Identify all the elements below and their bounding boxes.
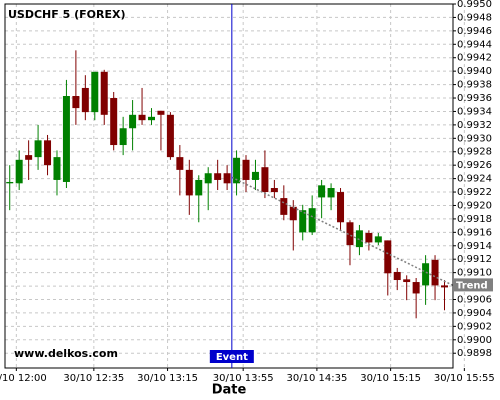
candle-body bbox=[384, 240, 392, 274]
candle-body bbox=[289, 206, 297, 221]
candle-body bbox=[25, 155, 33, 160]
candle-body bbox=[185, 169, 193, 196]
candle-body bbox=[365, 233, 373, 243]
x-tick-label: 30/10 15:15 bbox=[360, 373, 421, 384]
y-tick-label: 0.9930 bbox=[457, 133, 492, 144]
candle-body bbox=[53, 157, 61, 180]
y-tick-label: 0.9918 bbox=[457, 214, 492, 225]
y-tick-label: 0.9944 bbox=[457, 39, 492, 50]
y-tick-label: 0.9912 bbox=[457, 254, 492, 265]
candle-body bbox=[195, 179, 203, 196]
x-axis-label: Date bbox=[212, 383, 247, 398]
y-tick-label: 0.9934 bbox=[457, 106, 492, 117]
candle-body bbox=[44, 140, 52, 166]
y-tick-label: 0.9948 bbox=[457, 12, 492, 23]
candle-body bbox=[299, 210, 307, 233]
candle-body bbox=[129, 114, 137, 129]
candle-body bbox=[100, 71, 108, 115]
y-tick-label: 0.9950 bbox=[457, 0, 492, 10]
y-tick-label: 0.9906 bbox=[457, 294, 492, 305]
trend-label: Trend bbox=[456, 280, 488, 291]
x-tick-label: 30/10 14:35 bbox=[286, 373, 347, 384]
x-tick-label: 30/10 12:35 bbox=[63, 373, 124, 384]
candle-body bbox=[393, 271, 401, 281]
chart-title: USDCHF 5 (FOREX) bbox=[8, 8, 125, 21]
candle-body bbox=[214, 173, 222, 180]
watermark: www.delkos.com bbox=[14, 347, 118, 360]
candle-body bbox=[204, 173, 212, 184]
candle-body bbox=[62, 96, 70, 182]
candle-body bbox=[327, 188, 335, 198]
y-tick-label: 0.9936 bbox=[457, 93, 492, 104]
candle-body bbox=[157, 110, 165, 115]
candle-body bbox=[440, 285, 448, 288]
candle-body bbox=[251, 171, 259, 180]
y-tick-label: 0.9904 bbox=[457, 308, 492, 319]
y-tick-label: 0.9910 bbox=[457, 268, 492, 279]
plot-border bbox=[4, 3, 454, 369]
y-tick-label: 0.9914 bbox=[457, 241, 492, 252]
candle-body bbox=[308, 208, 316, 233]
y-tick-label: 0.9932 bbox=[457, 120, 492, 131]
event-label-box bbox=[209, 350, 254, 363]
y-tick-label: 0.9900 bbox=[457, 335, 492, 346]
y-tick-label: 0.9926 bbox=[457, 160, 492, 171]
y-tick-label: 0.9898 bbox=[457, 348, 492, 359]
candle-body bbox=[270, 188, 278, 193]
candle-body bbox=[355, 230, 363, 248]
candle-body bbox=[138, 114, 146, 121]
y-tick-label: 0.9928 bbox=[457, 147, 492, 158]
x-tick-label: 30/10 13:55 bbox=[213, 373, 274, 384]
candle-body bbox=[81, 87, 89, 113]
y-tick-label: 0.9938 bbox=[457, 80, 492, 91]
candle-body bbox=[91, 71, 99, 113]
trend-line bbox=[231, 176, 453, 287]
candle-body bbox=[147, 116, 155, 121]
candle-body bbox=[346, 222, 354, 246]
x-tick-label: 30/10 13:15 bbox=[137, 373, 198, 384]
candle-body bbox=[403, 279, 411, 283]
candle-body bbox=[72, 96, 80, 109]
candle-body bbox=[422, 263, 430, 286]
x-tick-label: 30/10 12:00 bbox=[0, 373, 47, 384]
y-tick-label: 0.9946 bbox=[457, 26, 492, 37]
candle-body bbox=[261, 167, 269, 193]
y-tick-label: 0.9940 bbox=[457, 66, 492, 77]
candle-body bbox=[176, 157, 184, 170]
candle-body bbox=[166, 114, 174, 158]
candle-body bbox=[337, 192, 345, 223]
y-tick-label: 0.9916 bbox=[457, 227, 492, 238]
candle-body bbox=[223, 173, 231, 184]
grid bbox=[5, 3, 465, 368]
candle-body bbox=[233, 157, 241, 184]
y-tick-label: 0.9920 bbox=[457, 200, 492, 211]
candle-body bbox=[318, 185, 326, 198]
candle-body bbox=[34, 140, 42, 158]
plot-area bbox=[6, 50, 453, 319]
candle-body bbox=[412, 282, 420, 294]
candle-body bbox=[6, 181, 14, 184]
y-tick-label: 0.9942 bbox=[457, 53, 492, 64]
candle-body bbox=[119, 128, 127, 146]
y-tick-label: 0.9924 bbox=[457, 174, 492, 185]
candle-body bbox=[431, 259, 439, 286]
candle-body bbox=[110, 98, 118, 146]
candle-body bbox=[242, 159, 250, 180]
candle-body bbox=[280, 198, 288, 215]
event-label: Event bbox=[216, 352, 248, 363]
trend-label-box bbox=[453, 278, 493, 292]
candle-body bbox=[15, 159, 23, 184]
x-tick-label: 30/10 15:55 bbox=[434, 373, 495, 384]
candle-body bbox=[374, 236, 382, 243]
y-tick-label: 0.9902 bbox=[457, 321, 492, 332]
y-tick-label: 0.9922 bbox=[457, 187, 492, 198]
